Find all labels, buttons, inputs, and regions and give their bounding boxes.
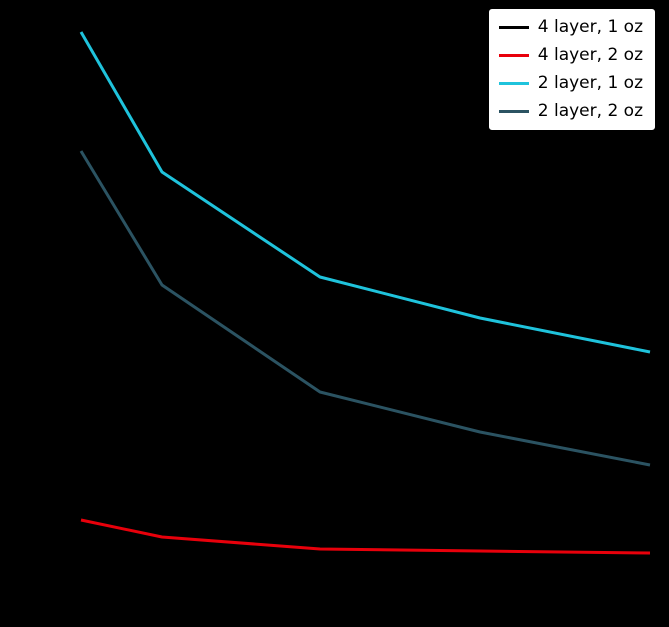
series-line-2-layer-2-oz [79,150,651,467]
series-line-4-layer-2-oz [80,518,651,555]
legend-label: 2 layer, 2 oz [537,101,643,121]
series-line-4-layer-1-oz [80,506,651,551]
legend-entry: 4 layer, 2 oz [498,45,643,66]
legend-entry: 2 layer, 1 oz [498,73,643,94]
legend-line-swatch [498,54,529,57]
series-line-2-layer-1-oz [79,31,651,354]
legend-line-swatch [498,26,529,29]
legend-label: 4 layer, 2 oz [537,45,643,65]
legend-entry: 4 layer, 1 oz [498,17,643,38]
legend-label: 2 layer, 1 oz [537,73,643,93]
legend-label: 4 layer, 1 oz [537,17,643,37]
legend: 4 layer, 1 oz 4 layer, 2 oz 2 layer, 1 o… [487,8,656,131]
legend-line-swatch [498,82,529,85]
legend-line-swatch [498,110,529,113]
legend-entry: 2 layer, 2 oz [498,101,643,122]
